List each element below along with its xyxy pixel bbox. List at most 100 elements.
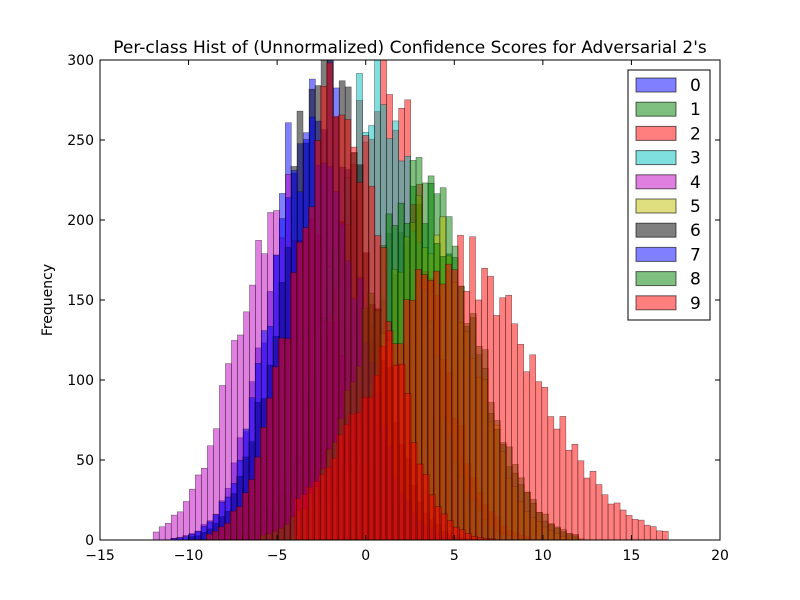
histogram-bar	[242, 492, 249, 541]
y-tick-label: 50	[76, 453, 94, 469]
histogram-bar	[344, 119, 352, 541]
histogram-bar	[583, 477, 591, 541]
histogram-bar	[392, 364, 400, 541]
x-tick-label: −15	[85, 548, 115, 564]
histogram-bar	[463, 290, 470, 541]
histogram-bar	[547, 416, 555, 541]
histogram-bar	[434, 506, 442, 541]
histogram-bar	[595, 484, 603, 541]
histogram-bar	[368, 186, 376, 541]
legend-label-1: 1	[690, 100, 701, 120]
histogram-bar	[356, 182, 364, 541]
histogram-bar	[260, 426, 267, 541]
legend-label-8: 8	[690, 270, 701, 290]
histogram-bar	[362, 135, 370, 541]
legend-label-7: 7	[690, 245, 701, 265]
histogram-bar	[446, 520, 454, 541]
y-tick-label: 300	[67, 53, 94, 69]
histogram-bar	[380, 247, 388, 541]
legend-label-6: 6	[690, 221, 701, 241]
histogram-bar	[493, 315, 500, 541]
histogram-bar	[416, 463, 424, 541]
legend-swatch-1	[635, 101, 677, 117]
histogram-bar	[487, 276, 494, 541]
histogram-bar	[471, 535, 478, 541]
histogram-bar	[475, 299, 482, 541]
x-tick-label: −10	[174, 548, 204, 564]
legend-label-9: 9	[690, 294, 701, 314]
histogram-bar	[248, 479, 255, 541]
legend: 0 1 2 3 4 5 6 7 8 9	[627, 69, 711, 321]
histogram-bar	[655, 530, 663, 541]
histogram-bar	[505, 294, 512, 541]
histogram-bar	[296, 241, 303, 541]
x-tick-label: 10	[534, 548, 552, 564]
histogram-bar	[314, 140, 321, 541]
x-tick-label: 20	[711, 548, 729, 564]
histogram-bar	[386, 330, 394, 541]
histogram-bar	[565, 449, 573, 541]
histogram-bar	[535, 381, 543, 541]
histogram-bar	[458, 529, 466, 541]
histogram-bar	[662, 530, 669, 541]
histogram-bar	[529, 354, 537, 541]
histogram-bar	[158, 526, 166, 541]
histogram-bar	[445, 263, 452, 541]
histogram-bar	[254, 456, 261, 541]
histogram-bar	[541, 387, 549, 541]
histogram-bar	[189, 488, 196, 541]
histogram-bar	[631, 519, 639, 541]
legend-swatch-7	[635, 246, 677, 262]
histogram-bar	[266, 397, 273, 541]
histogram-bar	[212, 530, 219, 541]
histogram-bar	[577, 460, 585, 541]
legend-swatch-9	[635, 295, 677, 311]
histogram-bar	[428, 494, 436, 541]
bars-layer	[152, 59, 669, 541]
histogram-bar	[272, 366, 279, 541]
histogram-bar	[290, 272, 297, 541]
histogram-bar	[499, 297, 506, 541]
legend-swatch-2	[635, 125, 677, 141]
histogram-bar	[170, 514, 178, 541]
histogram-bar	[553, 428, 561, 541]
legend-swatch-0	[635, 77, 677, 93]
histogram-bar	[326, 62, 334, 541]
histogram-bar	[206, 533, 213, 541]
legend-swatch-5	[635, 198, 677, 214]
histogram-bar	[469, 236, 476, 541]
y-tick-label: 200	[67, 213, 94, 229]
histogram-bar	[619, 509, 627, 541]
histogram-bar	[230, 510, 237, 541]
histogram-bar	[457, 235, 464, 541]
series-extra-bars	[206, 62, 496, 541]
legend-label-0: 0	[690, 76, 701, 96]
histogram-bar	[164, 522, 172, 541]
histogram-bar	[218, 526, 225, 541]
histogram-bar	[302, 227, 309, 541]
histogram-bar	[188, 533, 196, 541]
histogram-bar	[589, 471, 597, 541]
legend-label-2: 2	[690, 124, 701, 144]
histogram-bar	[350, 146, 358, 541]
y-tick-label: 150	[67, 293, 94, 309]
histogram-bar	[332, 116, 340, 541]
histogram-bar	[224, 522, 231, 541]
histogram-bar	[440, 513, 448, 541]
legend-swatch-3	[635, 150, 677, 166]
histogram-bar	[517, 343, 524, 541]
legend-label-5: 5	[690, 197, 701, 217]
histogram-bar	[601, 494, 609, 541]
histogram-bar	[439, 283, 446, 541]
histogram-bar	[613, 502, 621, 541]
histogram-bar	[649, 526, 657, 541]
histogram-bar	[559, 416, 567, 541]
histogram-bar	[194, 530, 202, 541]
histogram-bar	[398, 363, 406, 541]
x-tick-label: 15	[623, 548, 641, 564]
y-tick-label: 100	[67, 373, 94, 389]
y-tick-label: 0	[85, 533, 94, 549]
y-tick-label: 250	[67, 133, 94, 149]
